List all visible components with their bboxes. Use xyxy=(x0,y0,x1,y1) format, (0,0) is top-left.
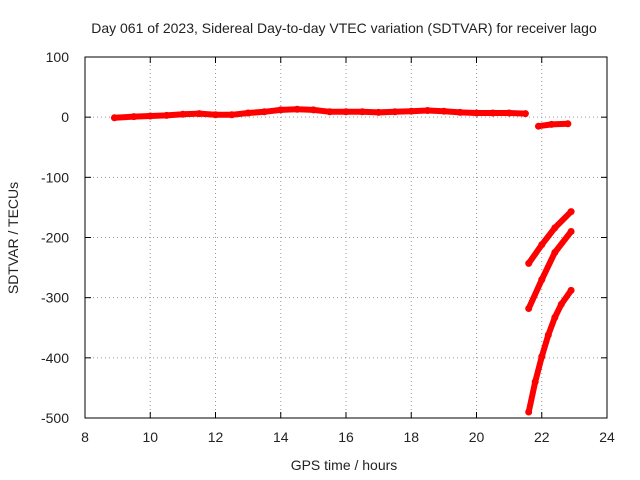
x-tick-label: 20 xyxy=(469,429,485,445)
x-tick-label: 22 xyxy=(534,429,550,445)
x-tick-label: 24 xyxy=(599,429,615,445)
x-tick-label: 16 xyxy=(338,429,354,445)
y-tick-labels: 100 0 -100 -200 -300 -400 -500 xyxy=(41,49,69,426)
data-point xyxy=(179,110,187,118)
data-point xyxy=(407,107,415,115)
data-point xyxy=(538,353,546,361)
data-point xyxy=(473,109,480,117)
chart-title: Day 061 of 2023, Sidereal Day-to-day VTE… xyxy=(91,20,597,36)
y-tick-label: -200 xyxy=(41,230,69,246)
data-point xyxy=(567,228,575,235)
data-point xyxy=(489,109,497,117)
data-point xyxy=(440,107,448,115)
data-point xyxy=(505,109,513,117)
data-point xyxy=(548,120,555,128)
x-tick-label: 12 xyxy=(208,429,224,445)
y-tick-label: 100 xyxy=(46,49,70,65)
y-tick-label: 0 xyxy=(61,109,69,125)
data-point xyxy=(358,108,366,116)
y-tick-label: -300 xyxy=(41,290,69,306)
data-point xyxy=(342,108,350,116)
data-point xyxy=(163,111,171,119)
data-point xyxy=(551,224,559,232)
data-point xyxy=(424,107,432,114)
data-point xyxy=(293,105,301,113)
series-segment-3 xyxy=(525,208,575,267)
data-point xyxy=(130,113,138,121)
y-tick-label: -400 xyxy=(41,350,69,366)
data-point xyxy=(525,259,533,267)
y-tick-label: -500 xyxy=(41,410,69,426)
series-segment-5 xyxy=(525,287,575,415)
x-tick-label: 8 xyxy=(81,429,89,445)
data-point xyxy=(391,108,399,116)
x-tick-labels: 8 10 12 14 16 18 20 22 24 xyxy=(81,429,615,445)
data-point xyxy=(535,122,542,130)
data-point xyxy=(538,276,546,284)
y-tick-label: -100 xyxy=(41,169,69,185)
data-point xyxy=(564,120,572,128)
data-point xyxy=(146,112,154,120)
data-point xyxy=(212,111,219,119)
data-point xyxy=(244,109,252,117)
data-point xyxy=(375,108,383,116)
data-point xyxy=(521,110,529,118)
data-point xyxy=(277,106,285,114)
data-point xyxy=(567,208,575,216)
data-point xyxy=(110,114,118,122)
data-point xyxy=(456,108,464,116)
y-axis-label: SDTVAR / TECUs xyxy=(5,182,21,294)
data-point xyxy=(260,108,268,116)
data-point xyxy=(531,378,539,386)
x-tick-label: 10 xyxy=(142,429,158,445)
data-point xyxy=(557,300,565,308)
data-point xyxy=(551,249,559,256)
x-axis-label: GPS time / hours xyxy=(291,457,398,473)
axis-ticks xyxy=(84,56,608,419)
data-point xyxy=(195,110,203,118)
data-point xyxy=(567,286,575,294)
data-point xyxy=(326,108,334,116)
data-series xyxy=(110,105,575,416)
x-tick-label: 18 xyxy=(403,429,419,445)
x-tick-label: 14 xyxy=(273,429,289,445)
data-point xyxy=(551,314,559,321)
data-point xyxy=(228,111,236,119)
data-point xyxy=(525,305,533,312)
data-point xyxy=(525,408,533,416)
data-point xyxy=(538,241,546,249)
data-point xyxy=(544,331,552,339)
series-segment-4 xyxy=(525,228,575,312)
data-point xyxy=(309,106,317,114)
series-main xyxy=(111,106,529,121)
